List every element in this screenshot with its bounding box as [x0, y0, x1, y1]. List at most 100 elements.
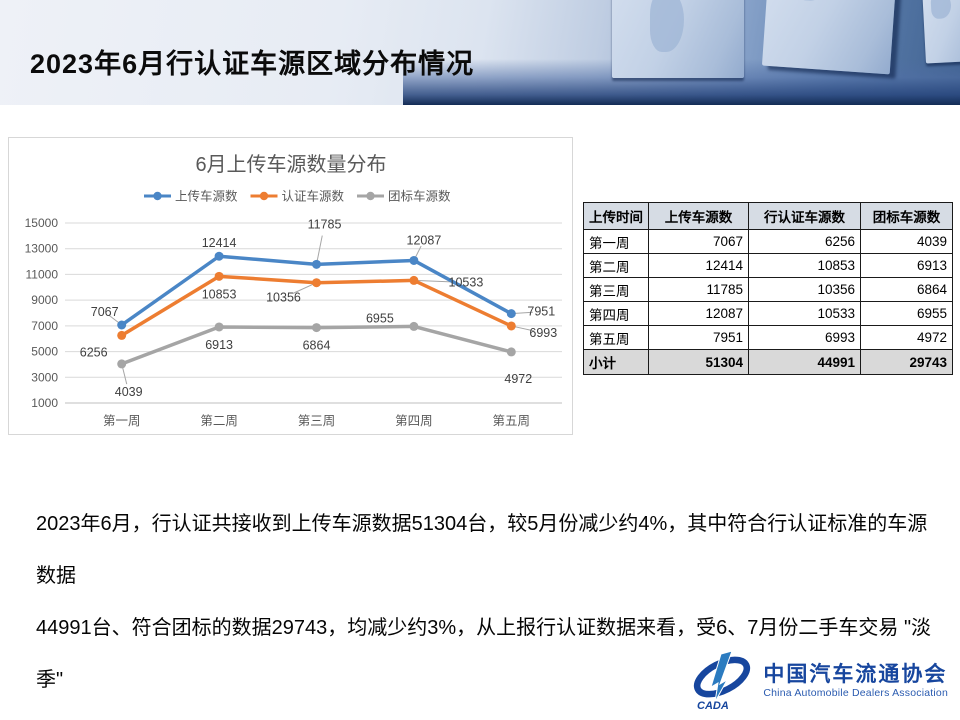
table-cell: 第四周 [583, 301, 649, 326]
data-label: 6993 [529, 326, 557, 340]
cube-graphic [612, 0, 744, 78]
org-name-cn: 中国汽车流通协会 [763, 662, 948, 686]
data-label: 10533 [449, 275, 484, 289]
y-tick-label: 11000 [26, 267, 59, 281]
table-row: 第一周 7067 6256 4039 [583, 229, 953, 254]
table-cell: 12087 [648, 301, 749, 326]
x-tick-label: 第三周 [298, 414, 336, 428]
svg-text:上传车源数: 上传车源数 [175, 189, 238, 204]
x-tick-label: 第五周 [493, 414, 531, 428]
data-point-marker [312, 323, 321, 333]
data-label: 11785 [308, 217, 342, 231]
data-point-marker [117, 320, 127, 330]
table-header-cell: 上传时间 [583, 202, 649, 230]
label-leader-line [413, 279, 452, 283]
table-row: 第五周 7951 6993 4972 [583, 325, 953, 350]
table-cell: 第一周 [583, 229, 649, 254]
organization-logo: CADA 中国汽车流通协会 China Automobile Dealers A… [687, 650, 948, 712]
data-point-marker [312, 259, 321, 269]
org-name-en: China Automobile Dealers Association [763, 687, 948, 700]
summary-line: 44991台、符合团标的数据29743，均减少约3%，从上报行认证数据来看，受6… [36, 617, 932, 691]
legend-item: 上传车源数 [144, 189, 238, 204]
table-cell: 6993 [748, 325, 861, 350]
data-point-marker [409, 255, 419, 265]
table-total-row: 小计 51304 44991 29743 [583, 349, 953, 375]
table-cell: 6955 [860, 301, 953, 326]
y-tick-label: 9000 [31, 293, 58, 307]
data-label: 6864 [303, 339, 331, 353]
upload-distribution-chart: 6月上传车源数量分布上传车源数 认证车源数 团标车源数 1000 3000 5000 700… [8, 137, 573, 435]
table-cell: 44991 [748, 349, 861, 375]
cada-abbr-text: CADA [697, 700, 729, 712]
table-row: 第三周 11785 10356 6864 [583, 277, 953, 302]
data-label: 4972 [504, 372, 532, 386]
table-cell: 第五周 [583, 325, 649, 350]
data-point-marker [506, 309, 516, 319]
chart-title: 6月上传车源数量分布 [195, 153, 386, 176]
table-cell: 4039 [860, 229, 953, 254]
table-cell: 10356 [748, 277, 861, 302]
map-silhouette [796, 0, 824, 2]
weekly-data-table: 上传时间 上传车源数 行认证车源数 团标车源数 第一周 7067 6256 4039 第二周 12… [583, 202, 953, 375]
legend-item: 团标车源数 [357, 189, 451, 204]
data-point-marker [214, 251, 224, 261]
data-point-marker [506, 321, 516, 331]
svg-text:认证车源数: 认证车源数 [282, 189, 345, 204]
summary-line: 2023年6月，行认证共接收到上传车源数据51304台，较5月份减少约4%，其中… [36, 513, 928, 587]
data-label: 6955 [366, 311, 394, 325]
data-label: 6913 [205, 338, 233, 352]
data-point-marker [214, 322, 224, 332]
y-tick-label: 1000 [31, 396, 58, 410]
data-label: 6256 [80, 345, 108, 359]
y-tick-label: 5000 [31, 345, 58, 359]
table-cell: 小计 [583, 349, 649, 375]
header-banner: 2023年6月行认证车源区域分布情况 [0, 0, 960, 105]
data-point-marker [214, 271, 224, 281]
y-tick-label: 15000 [25, 216, 59, 230]
x-tick-label: 第四周 [395, 414, 433, 428]
cube-graphic [761, 0, 897, 75]
data-point-marker [409, 321, 419, 331]
table-row: 第二周 12414 10853 6913 [583, 253, 953, 278]
table-cell: 6256 [748, 229, 861, 254]
data-point-marker [117, 359, 127, 369]
page-title: 2023年6月行认证车源区域分布情况 [30, 49, 475, 79]
data-label: 12087 [407, 233, 442, 247]
table-cell: 7067 [648, 229, 749, 254]
data-label: 7951 [527, 305, 555, 319]
svg-text:团标车源数: 团标车源数 [388, 189, 451, 204]
table-header-cell: 行认证车源数 [748, 202, 861, 230]
label-leader-line [316, 235, 323, 265]
table-cell: 10533 [748, 301, 861, 326]
data-point-marker [117, 330, 127, 340]
table-cell: 51304 [648, 349, 749, 375]
y-tick-label: 3000 [31, 370, 58, 384]
data-label: 12414 [202, 236, 237, 250]
table-header-cell: 团标车源数 [860, 202, 953, 230]
map-silhouette [650, 0, 684, 52]
data-point-marker [312, 278, 321, 288]
table-cell: 11785 [648, 277, 749, 302]
summary-paragraph: 2023年6月，行认证共接收到上传车源数据51304台，较5月份减少约4%，其中… [36, 498, 942, 720]
data-point-marker [506, 347, 516, 357]
cada-emblem-icon: CADA [694, 650, 751, 712]
table-cell: 6864 [860, 277, 953, 302]
data-label: 10356 [266, 291, 301, 305]
table-header-row: 上传时间 上传车源数 行认证车源数 团标车源数 [583, 202, 953, 230]
y-tick-label: 7000 [31, 319, 58, 333]
legend-item: 认证车源数 [250, 189, 345, 204]
table-cell: 12414 [648, 253, 749, 278]
table-cell: 29743 [860, 349, 953, 375]
table-row: 第四周 12087 10533 6955 [583, 301, 953, 326]
data-label: 10853 [202, 287, 237, 301]
cube-graphic [922, 0, 960, 64]
data-label: 4039 [115, 385, 143, 399]
table-cell: 7951 [648, 325, 749, 350]
table-cell: 6913 [860, 253, 953, 278]
x-tick-label: 第一周 [103, 414, 141, 428]
table-cell: 第二周 [583, 253, 649, 278]
table-cell: 10853 [748, 253, 861, 278]
table-cell: 4972 [860, 325, 953, 350]
